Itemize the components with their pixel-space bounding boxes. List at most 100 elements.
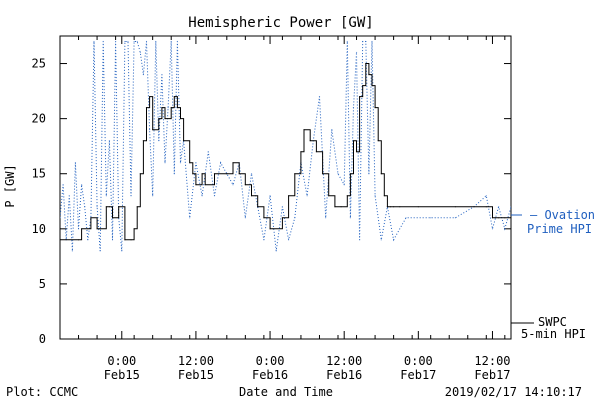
- data-point: [386, 206, 389, 208]
- x-tick-label-date: Feb17: [474, 368, 510, 382]
- data-point: [155, 40, 157, 43]
- y-tick-label: 20: [32, 112, 46, 126]
- data-point: [142, 73, 145, 76]
- data-point: [87, 228, 89, 230]
- data-point: [389, 206, 392, 208]
- data-point: [281, 217, 284, 219]
- data-point: [127, 40, 129, 43]
- data-point: [321, 173, 324, 175]
- data-point: [485, 206, 487, 208]
- data-point: [325, 217, 327, 219]
- data-point: [498, 206, 500, 208]
- x-tick-label-time: 0:00: [107, 354, 136, 368]
- data-point: [173, 173, 175, 175]
- data-point: [269, 195, 271, 197]
- series-swpc: [60, 62, 511, 241]
- data-point: [133, 40, 135, 43]
- data-point: [81, 228, 83, 230]
- data-point: [124, 40, 126, 43]
- data-point: [355, 151, 358, 153]
- data-point: [96, 206, 98, 208]
- data-point: [148, 129, 151, 131]
- data-point: [371, 84, 373, 87]
- x-tick-label-date: Feb16: [252, 368, 288, 382]
- data-point: [182, 140, 185, 142]
- data-point: [365, 40, 367, 43]
- data-point: [105, 195, 107, 197]
- data-point: [399, 206, 401, 208]
- data-point: [105, 206, 107, 208]
- data-point: [145, 107, 148, 109]
- data-point: [71, 250, 73, 252]
- data-point: [380, 239, 382, 241]
- data-point: [158, 118, 160, 120]
- data-point: [272, 228, 274, 230]
- data-point: [189, 162, 191, 164]
- x-tick-label-date: Feb17: [400, 368, 436, 382]
- x-tick-label-date: Feb15: [104, 368, 140, 382]
- data-point: [294, 173, 296, 175]
- data-point: [510, 217, 511, 219]
- data-point: [176, 40, 178, 43]
- data-point: [328, 195, 330, 197]
- data-point: [343, 184, 345, 186]
- data-point: [257, 206, 259, 208]
- data-point: [204, 184, 206, 186]
- swpc-line: [60, 63, 511, 241]
- x-tick-label-date: Feb15: [178, 368, 214, 382]
- data-point: [485, 195, 487, 197]
- data-point: [201, 195, 203, 197]
- data-point: [213, 173, 216, 175]
- ovation-prime-line: [60, 41, 511, 251]
- data-point: [337, 173, 339, 175]
- data-point: [220, 162, 222, 164]
- data-point: [250, 195, 253, 197]
- data-point: [226, 173, 228, 175]
- data-point: [331, 129, 333, 131]
- data-point: [309, 140, 311, 142]
- data-point: [303, 129, 305, 131]
- data-point: [108, 140, 111, 142]
- data-point: [99, 250, 101, 252]
- data-point: [170, 40, 172, 43]
- data-point: [371, 40, 373, 43]
- data-point: [161, 73, 163, 76]
- legend-swpc-label-2: 5-min HPI: [521, 327, 586, 341]
- data-point: [362, 40, 364, 43]
- data-point: [263, 239, 265, 241]
- data-point: [201, 173, 203, 175]
- data-point: [359, 96, 361, 98]
- data-point: [167, 107, 169, 109]
- data-point: [294, 217, 296, 219]
- data-point: [349, 173, 351, 175]
- data-point: [340, 206, 342, 208]
- data-point: [118, 206, 120, 208]
- data-point: [96, 228, 98, 230]
- data-point: [232, 162, 234, 164]
- data-point: [152, 129, 154, 131]
- data-point: [377, 140, 379, 142]
- data-point: [504, 228, 506, 230]
- data-point: [142, 140, 145, 142]
- data-point: [111, 239, 114, 241]
- data-point: [362, 84, 364, 87]
- data-point: [405, 217, 407, 219]
- data-point: [374, 195, 376, 197]
- data-point: [189, 217, 191, 219]
- data-point: [84, 206, 86, 208]
- data-point: [192, 173, 194, 175]
- data-point: [368, 73, 370, 76]
- y-axis-label: P [GW]: [3, 164, 17, 207]
- data-point: [68, 195, 70, 197]
- data-point: [164, 118, 166, 120]
- data-point: [115, 40, 117, 43]
- data-point: [383, 195, 385, 197]
- data-point: [108, 206, 111, 208]
- data-point: [352, 140, 355, 142]
- legend-swpc-label: SWPC: [538, 315, 567, 329]
- data-point: [417, 206, 419, 208]
- data-point: [179, 118, 182, 120]
- data-point: [491, 217, 494, 219]
- data-point: [90, 217, 92, 219]
